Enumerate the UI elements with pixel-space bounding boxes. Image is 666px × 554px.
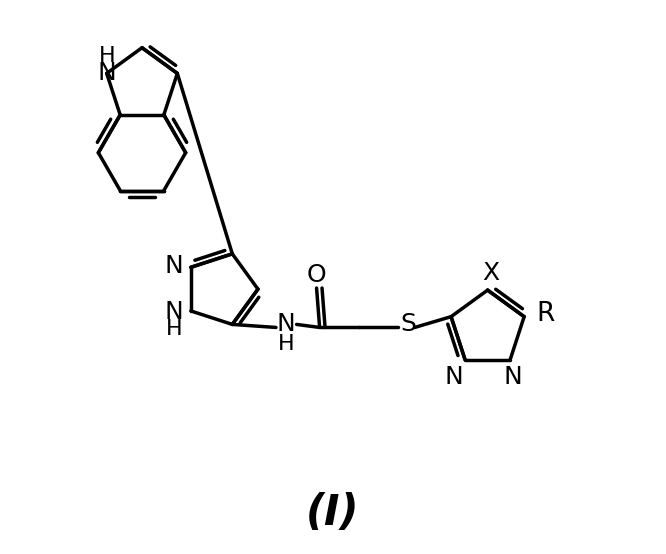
Text: S: S: [401, 312, 417, 336]
Text: N: N: [277, 312, 296, 336]
Text: R: R: [536, 301, 555, 327]
Text: H: H: [278, 335, 294, 355]
Text: N: N: [504, 365, 523, 388]
Text: N: N: [97, 61, 116, 85]
Text: O: O: [307, 263, 326, 287]
Text: N: N: [445, 365, 464, 388]
Text: (I): (I): [306, 493, 360, 535]
Text: X: X: [482, 261, 500, 285]
Text: N: N: [165, 254, 183, 278]
Text: N: N: [165, 300, 183, 324]
Text: H: H: [99, 47, 115, 66]
Text: H: H: [166, 319, 182, 339]
